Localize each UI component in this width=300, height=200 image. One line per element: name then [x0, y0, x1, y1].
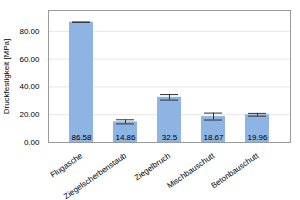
svg-text:18.67: 18.67 — [203, 133, 224, 142]
svg-text:86.58: 86.58 — [71, 133, 92, 142]
svg-text:0.00: 0.00 — [24, 138, 40, 147]
svg-text:32.5: 32.5 — [162, 133, 178, 142]
svg-text:19.96: 19.96 — [247, 133, 268, 142]
svg-text:40.00: 40.00 — [19, 82, 40, 91]
svg-text:14.86: 14.86 — [115, 133, 136, 142]
svg-text:80.00: 80.00 — [19, 27, 40, 36]
svg-text:60.00: 60.00 — [19, 55, 40, 64]
svg-text:Ziegelbruch: Ziegelbruch — [133, 151, 172, 182]
svg-text:Mischbauschutt: Mischbauschutt — [165, 151, 216, 191]
svg-text:Betonbauschutt: Betonbauschutt — [209, 151, 260, 191]
svg-text:Flugasche: Flugasche — [49, 151, 85, 180]
svg-text:20.00: 20.00 — [19, 110, 40, 119]
svg-text:Druckfestigkeit [MPa]: Druckfestigkeit [MPa] — [2, 39, 11, 115]
svg-text:Ziegelscherbenstaub: Ziegelscherbenstaub — [62, 151, 128, 200]
